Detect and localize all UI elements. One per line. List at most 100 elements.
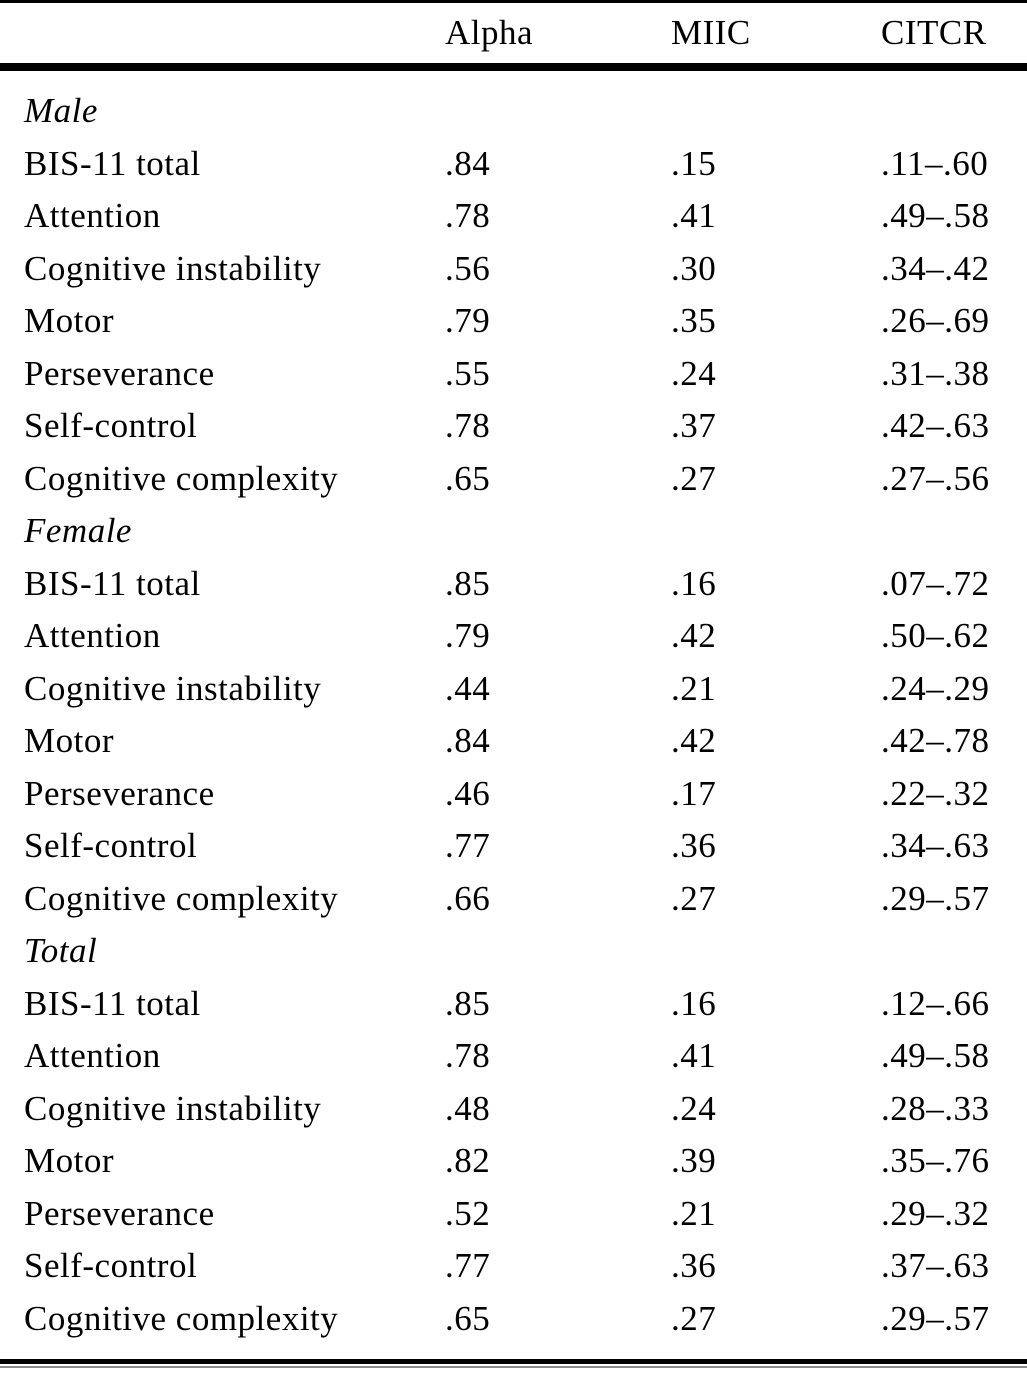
miic-value: .35 (671, 301, 717, 341)
alpha-value: .66 (445, 878, 491, 918)
citcr-value: .34–.63 (881, 826, 990, 866)
alpha-value: .44 (445, 668, 491, 708)
citcr-value: .31–.38 (881, 353, 990, 393)
row-label: BIS-11 total (24, 563, 201, 603)
section-row: Female (0, 505, 1027, 558)
alpha-value: .82 (445, 1141, 491, 1181)
alpha-value: .77 (445, 826, 491, 866)
miic-value: .21 (671, 1193, 717, 1233)
miic-value: .24 (671, 1088, 717, 1128)
miic-value: .21 (671, 668, 717, 708)
miic-value: .37 (671, 406, 717, 446)
alpha-value: .85 (445, 983, 491, 1023)
section-row: Male (0, 85, 1027, 138)
header-row: Alpha MIIC CITCR (0, 1, 1027, 67)
table-row: Perseverance .52 .21 .29–.32 (0, 1188, 1027, 1241)
table-row: BIS-11 total .85 .16 .12–.66 (0, 978, 1027, 1031)
header-alpha: Alpha (445, 13, 534, 52)
row-label: Cognitive instability (24, 248, 322, 288)
miic-value: .27 (671, 878, 717, 918)
table-row: Perseverance .55 .24 .31–.38 (0, 348, 1027, 401)
miic-value: .16 (671, 983, 717, 1023)
miic-value: .41 (671, 1036, 717, 1076)
alpha-value: .77 (445, 1246, 491, 1286)
table-row: Motor .82 .39 .35–.76 (0, 1135, 1027, 1188)
citcr-value: .26–.69 (881, 301, 990, 341)
section-label: Female (24, 511, 132, 551)
row-label: Cognitive complexity (24, 878, 339, 918)
row-label: BIS-11 total (24, 983, 201, 1023)
miic-value: .36 (671, 826, 717, 866)
table-body: Male BIS-11 total .84 .15 .11–.60 Attention .7… (0, 67, 1027, 1345)
citcr-value: .12–.66 (881, 983, 990, 1023)
table-row: Self-control .77 .36 .37–.63 (0, 1240, 1027, 1293)
alpha-value: .46 (445, 773, 491, 813)
citcr-value: .29–.57 (881, 1298, 990, 1338)
section-label: Total (24, 931, 98, 971)
row-label: Self-control (24, 406, 198, 446)
alpha-value: .84 (445, 721, 491, 761)
citcr-value: .29–.32 (881, 1193, 990, 1233)
citcr-value: .49–.58 (881, 1036, 990, 1076)
row-label: BIS-11 total (24, 143, 201, 183)
row-label: Perseverance (24, 353, 215, 393)
row-label: Motor (24, 721, 114, 761)
miic-value: .27 (671, 458, 717, 498)
table-row: Motor .79 .35 .26–.69 (0, 295, 1027, 348)
bottom-rule-thick (0, 1359, 1027, 1364)
citcr-value: .11–.60 (881, 143, 989, 183)
row-label: Cognitive complexity (24, 458, 339, 498)
miic-value: .16 (671, 563, 717, 603)
miic-value: .27 (671, 1298, 717, 1338)
citcr-value: .07–.72 (881, 563, 990, 603)
row-label: Cognitive complexity (24, 1298, 339, 1338)
table-row: BIS-11 total .85 .16 .07–.72 (0, 558, 1027, 611)
row-label: Cognitive instability (24, 668, 322, 708)
row-label: Cognitive instability (24, 1088, 322, 1128)
section-row: Total (0, 925, 1027, 978)
table-row: BIS-11 total .84 .15 .11–.60 (0, 138, 1027, 191)
table-row: Cognitive instability .56 .30 .34–.42 (0, 243, 1027, 296)
citcr-value: .29–.57 (881, 878, 990, 918)
citcr-value: .22–.32 (881, 773, 990, 813)
alpha-value: .85 (445, 563, 491, 603)
citcr-value: .42–.63 (881, 406, 990, 446)
row-label: Perseverance (24, 773, 215, 813)
table-row: Self-control .78 .37 .42–.63 (0, 400, 1027, 453)
miic-value: .36 (671, 1246, 717, 1286)
bottom-rule-thin (0, 1366, 1027, 1368)
miic-value: .30 (671, 248, 717, 288)
alpha-value: .52 (445, 1193, 491, 1233)
table-row: Motor .84 .42 .42–.78 (0, 715, 1027, 768)
miic-value: .15 (671, 143, 717, 183)
alpha-value: .56 (445, 248, 491, 288)
table-row: Cognitive complexity .65 .27 .27–.56 (0, 453, 1027, 506)
row-label: Self-control (24, 826, 198, 866)
table-row: Cognitive instability .48 .24 .28–.33 (0, 1083, 1027, 1136)
citcr-value: .27–.56 (881, 458, 990, 498)
table-header: Alpha MIIC CITCR (0, 1, 1027, 67)
reliability-statistics-table: Alpha MIIC CITCR Male BIS-11 total .84 .15.… (0, 1, 1027, 1345)
row-label: Self-control (24, 1246, 198, 1286)
miic-value: .17 (671, 773, 717, 813)
table-row: Cognitive complexity .66 .27 .29–.57 (0, 873, 1027, 926)
alpha-value: .78 (445, 406, 491, 446)
miic-value: .42 (671, 616, 717, 656)
alpha-value: .48 (445, 1088, 491, 1128)
alpha-value: .65 (445, 458, 491, 498)
alpha-value: .65 (445, 1298, 491, 1338)
citcr-value: .42–.78 (881, 721, 990, 761)
citcr-value: .49–.58 (881, 196, 990, 236)
miic-value: .42 (671, 721, 717, 761)
alpha-value: .78 (445, 1036, 491, 1076)
citcr-value: .50–.62 (881, 616, 990, 656)
row-label: Motor (24, 1141, 114, 1181)
alpha-value: .79 (445, 616, 491, 656)
section-label: Male (24, 91, 98, 131)
alpha-value: .78 (445, 196, 491, 236)
alpha-value: .79 (445, 301, 491, 341)
header-miic: MIIC (671, 13, 751, 52)
row-label: Perseverance (24, 1193, 215, 1233)
table-row: Cognitive complexity .65 .27 .29–.57 (0, 1293, 1027, 1346)
